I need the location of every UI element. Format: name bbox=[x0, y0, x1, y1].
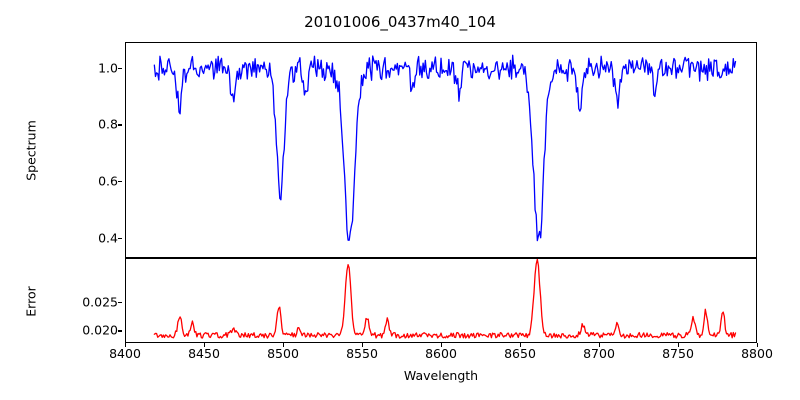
x-tick-mark bbox=[125, 343, 127, 347]
x-tick-labels: 8400 8450 8500 8550 8600 8650 8700 8750 8800 bbox=[109, 346, 773, 366]
error-y-tick-0.020: 0.020 bbox=[82, 322, 118, 338]
x-tick-mark bbox=[678, 343, 680, 347]
spectrum-y-tick-0.6: 0.6 bbox=[98, 173, 118, 189]
spectrum-y-tick-mark bbox=[118, 67, 122, 69]
spectrum-y-tick-0.8: 0.8 bbox=[98, 116, 118, 132]
error-y-tick-mark bbox=[118, 330, 122, 332]
x-tick-mark bbox=[757, 343, 759, 347]
x-tick-8700: 8700 bbox=[583, 346, 615, 361]
spectrum-line-series bbox=[126, 43, 756, 257]
chart-title: 20101006_0437m40_104 bbox=[304, 13, 496, 31]
spectrum-y-tick-mark bbox=[118, 238, 122, 240]
x-tick-8750: 8750 bbox=[662, 346, 694, 361]
error-line-series bbox=[126, 259, 756, 342]
x-tick-mark bbox=[520, 343, 522, 347]
x-tick-mark bbox=[204, 343, 206, 347]
x-tick-8650: 8650 bbox=[504, 346, 536, 361]
x-tick-8500: 8500 bbox=[267, 346, 299, 361]
spectrum-plot-area bbox=[125, 42, 757, 258]
spectrum-y-tick-0.4: 0.4 bbox=[98, 230, 118, 246]
x-tick-8550: 8550 bbox=[346, 346, 378, 361]
x-tick-8450: 8450 bbox=[188, 346, 220, 361]
error-y-tick-0.025: 0.025 bbox=[82, 294, 118, 310]
spectrum-y-tick-labels: 0.4 0.6 0.8 1.0 bbox=[65, 42, 118, 258]
x-tick-mark bbox=[362, 343, 364, 347]
spectrum-y-tick-1.0: 1.0 bbox=[98, 60, 118, 76]
error-axis-label: Error bbox=[23, 286, 39, 317]
error-y-tick-mark bbox=[118, 301, 122, 304]
spectrum-axis-label: Spectrum bbox=[23, 120, 39, 181]
x-tick-8400: 8400 bbox=[109, 346, 141, 361]
spectrum-y-tick-mark bbox=[118, 124, 122, 126]
error-plot-area bbox=[125, 258, 757, 343]
x-axis-label: Wavelength bbox=[403, 368, 479, 383]
x-tick-mark bbox=[283, 343, 285, 347]
spectrum-y-tick-mark bbox=[118, 181, 122, 183]
x-tick-mark bbox=[599, 343, 601, 347]
x-tick-8600: 8600 bbox=[425, 346, 457, 361]
x-tick-8800: 8800 bbox=[741, 346, 773, 361]
x-tick-mark bbox=[441, 343, 443, 347]
error-y-tick-labels: 0.020 0.025 bbox=[65, 258, 118, 343]
